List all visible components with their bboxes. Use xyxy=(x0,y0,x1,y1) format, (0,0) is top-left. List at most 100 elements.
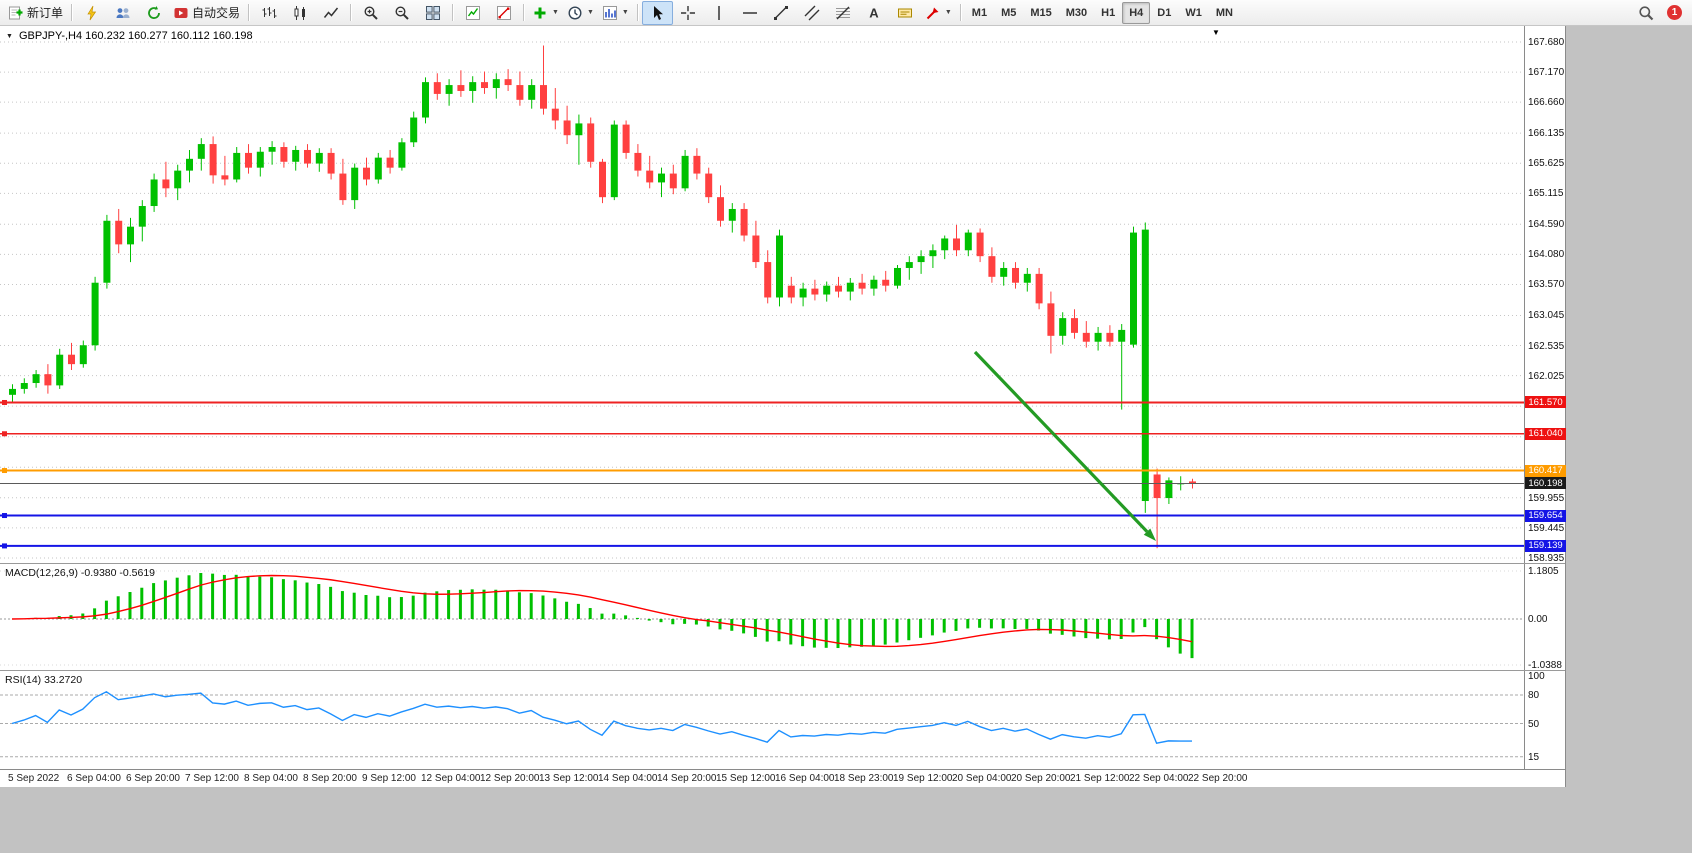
arrows-button[interactable]: ▼ xyxy=(921,1,956,25)
profiles-button[interactable] xyxy=(107,1,138,25)
crosshair-button[interactable] xyxy=(673,1,704,25)
timeframe-button-M15[interactable]: M15 xyxy=(1030,6,1052,19)
new-order-label: 新订单 xyxy=(27,6,64,20)
timeframe-button-D1[interactable]: D1 xyxy=(1157,6,1172,19)
objects-icon xyxy=(496,5,512,21)
price-axis[interactable]: 167.680 167.170 166.660 166.135 165.625 165.1… xyxy=(1524,26,1566,769)
price-axis-flag: 159.654 xyxy=(1525,509,1566,522)
price-axis-label: 167.170 xyxy=(1528,67,1565,79)
candlestick-icon xyxy=(292,5,308,21)
time-axis-label: 20 Sep 04:00 xyxy=(952,773,1012,784)
price-axis-flag: 160.198 xyxy=(1525,477,1566,490)
horizontal-line-object-161.570[interactable] xyxy=(0,399,1524,405)
horizontal-line-object-159.654[interactable] xyxy=(0,513,1524,519)
trend-arrow-object[interactable] xyxy=(973,350,1156,541)
text-button[interactable]: A xyxy=(859,1,890,25)
refresh-button[interactable] xyxy=(138,1,169,25)
toolbar-right: 1 xyxy=(1630,1,1688,25)
zoom-out-button[interactable] xyxy=(386,1,417,25)
trendline-button[interactable] xyxy=(766,1,797,25)
toolbar-separator xyxy=(248,4,250,21)
price-axis-label: 166.135 xyxy=(1528,128,1565,140)
autotrading-label: 自动交易 xyxy=(192,6,241,20)
candlestick-chart-button[interactable] xyxy=(284,1,315,25)
line-chart-button[interactable] xyxy=(315,1,346,25)
pane-separator[interactable] xyxy=(0,563,1565,564)
price-axis-label: 162.025 xyxy=(1528,370,1565,382)
rsi-axis-label: 80 xyxy=(1528,690,1540,701)
time-axis-label: 20 Sep 20:00 xyxy=(1011,773,1071,784)
svg-text:A: A xyxy=(870,5,880,20)
horizontal-line-object-161.040[interactable] xyxy=(0,431,1524,437)
cursor-button[interactable] xyxy=(641,0,673,25)
autotrading-button[interactable]: 自动交易 xyxy=(169,1,244,25)
trendline-icon xyxy=(773,5,789,21)
timeframe-button-W1[interactable]: W1 xyxy=(1185,6,1202,19)
horizontal-line-object-159.139[interactable] xyxy=(0,543,1524,549)
chevron-down-icon: ▼ xyxy=(621,9,629,16)
zoom-in-button[interactable] xyxy=(355,1,386,25)
main-chart-pane[interactable]: ▼ GBPJPY-,H4 160.232 160.277 160.112 160… xyxy=(0,26,1524,563)
add-indicator-button[interactable]: ▼ xyxy=(528,1,563,25)
horizontal-line-button[interactable] xyxy=(735,1,766,25)
time-axis-label: 14 Sep 20:00 xyxy=(657,773,717,784)
templates-button[interactable]: ▼ xyxy=(598,1,633,25)
channel-button[interactable] xyxy=(797,1,828,25)
time-axis-label: 15 Sep 12:00 xyxy=(716,773,776,784)
indicators-button[interactable] xyxy=(457,1,488,25)
toolbar-separator xyxy=(523,4,525,21)
line-anchor-handle xyxy=(2,543,7,549)
time-axis-label: 19 Sep 12:00 xyxy=(893,773,953,784)
text-label-button[interactable] xyxy=(890,1,921,25)
timeframe-button-H1[interactable]: H1 xyxy=(1101,6,1116,19)
rsi-line xyxy=(11,690,1193,745)
autotrading-icon xyxy=(173,5,189,21)
notification-badge[interactable]: 1 xyxy=(1667,5,1682,20)
price-axis-label: 165.625 xyxy=(1528,158,1565,170)
time-axis-label: 8 Sep 20:00 xyxy=(303,773,357,784)
chart-title: ▼ GBPJPY-,H4 160.232 160.277 160.112 160… xyxy=(6,30,253,42)
metaeditor-button[interactable] xyxy=(76,1,107,25)
chart-window: ▼ GBPJPY-,H4 160.232 160.277 160.112 160… xyxy=(0,26,1566,787)
line-chart-icon xyxy=(323,5,339,21)
timeframe-button-H4[interactable]: H4 xyxy=(1122,1,1151,24)
macd-pane[interactable]: MACD(12,26,9) -0.9380 -0.5619 xyxy=(0,564,1524,670)
toolbar-separator xyxy=(350,4,352,21)
rsi-pane[interactable]: RSI(14) 33.2720 xyxy=(0,671,1524,768)
time-axis-label: 6 Sep 20:00 xyxy=(126,773,180,784)
timeframe-toolbar: M1 M5 M15 M30 H1 H4 D1 W1 MN xyxy=(965,1,1240,24)
chart-collapse-icon[interactable]: ▼ xyxy=(6,32,13,40)
rsi-axis-label: 15 xyxy=(1528,751,1540,763)
bar-chart-button[interactable] xyxy=(253,1,284,25)
lightning-icon xyxy=(84,5,100,21)
time-axis[interactable]: 5 Sep 2022 6 Sep 04:00 6 Sep 20:00 7 Sep 12… xyxy=(0,769,1565,787)
horizontal-line-object-160.417[interactable] xyxy=(0,468,1524,474)
arrow-tools-icon xyxy=(925,5,941,21)
objects-button[interactable] xyxy=(488,1,519,25)
dropdown-arrow-icon[interactable]: ▼ xyxy=(1212,28,1220,37)
vertical-line-icon xyxy=(711,5,727,21)
period-selector-button[interactable]: ▼ xyxy=(563,1,598,25)
pane-separator[interactable] xyxy=(0,670,1565,671)
timeframe-button-M1[interactable]: M1 xyxy=(971,6,988,19)
price-axis-label: 159.445 xyxy=(1528,522,1565,534)
price-axis-flag: 161.040 xyxy=(1525,427,1566,440)
toolbar: 新订单 自动交易 ▼ ▼ ▼ A ▼ M1 M5 M15 M30 H1 H4 D1 W1 MN 1 xyxy=(0,0,1692,26)
price-axis-label: 163.570 xyxy=(1528,279,1565,291)
time-axis-label: 9 Sep 12:00 xyxy=(362,773,416,784)
timeframe-button-MN[interactable]: MN xyxy=(1215,6,1233,19)
timeframe-button-M30[interactable]: M30 xyxy=(1065,6,1088,19)
fibonacci-button[interactable] xyxy=(828,1,859,25)
tile-windows-button[interactable] xyxy=(417,1,448,25)
search-button[interactable] xyxy=(1630,1,1661,25)
chevron-down-icon: ▼ xyxy=(586,9,594,16)
price-grid xyxy=(0,41,1524,559)
time-axis-label: 6 Sep 04:00 xyxy=(67,773,121,784)
vertical-line-button[interactable] xyxy=(704,1,735,25)
price-axis-label: 164.080 xyxy=(1528,249,1565,261)
timeframe-button-M5[interactable]: M5 xyxy=(1001,6,1017,19)
new-order-button[interactable]: 新订单 xyxy=(4,1,67,25)
toolbar-separator xyxy=(636,4,638,21)
time-axis-label: 12 Sep 04:00 xyxy=(421,773,481,784)
time-axis-label: 16 Sep 04:00 xyxy=(775,773,835,784)
